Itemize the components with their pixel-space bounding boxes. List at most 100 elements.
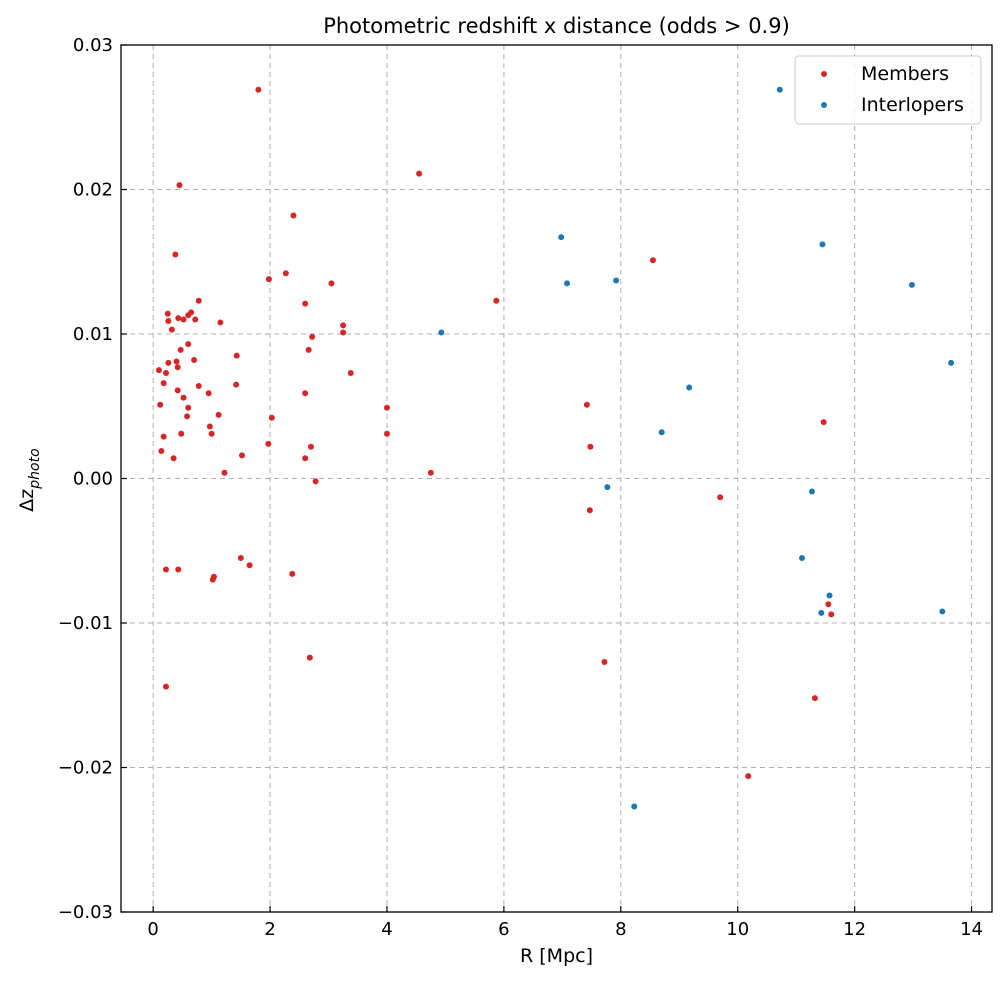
members-point: [493, 297, 500, 304]
interlopers-point: [686, 384, 693, 391]
members-point: [165, 359, 172, 366]
members-point: [302, 390, 309, 397]
members-point: [185, 341, 192, 348]
x-tick-label: 12: [843, 919, 866, 940]
members-point: [416, 170, 423, 177]
interlopers-point: [908, 281, 915, 288]
members-point: [180, 394, 187, 401]
members-point: [174, 364, 181, 371]
members-point: [340, 329, 347, 336]
members-point: [237, 554, 244, 561]
interlopers-point: [631, 803, 638, 810]
y-tick-label: −0.02: [58, 758, 113, 779]
legend-label-members: Members: [861, 63, 949, 85]
interlopers-point: [819, 241, 826, 248]
members-point: [825, 601, 832, 608]
members-point: [175, 566, 182, 573]
members-point: [246, 562, 253, 569]
members-point: [328, 280, 335, 287]
y-tick-label: 0.01: [73, 324, 113, 345]
members-point: [282, 270, 289, 277]
legend-label-interlopers: Interlopers: [861, 94, 964, 116]
interlopers-point: [658, 429, 665, 436]
legend-marker-members: [821, 71, 827, 77]
members-point: [164, 310, 171, 317]
y-tick-label: 0.03: [73, 35, 113, 56]
members-point: [163, 566, 170, 573]
data-points: [155, 86, 955, 810]
y-axis-title: Δzphoto: [16, 448, 43, 511]
members-point: [175, 315, 182, 322]
members-point: [268, 414, 275, 421]
members-point: [185, 404, 192, 411]
svg-text:Δzphoto: Δzphoto: [16, 448, 43, 511]
members-point: [168, 326, 175, 333]
members-point: [206, 423, 213, 430]
members-point: [184, 413, 191, 420]
members-point: [195, 297, 202, 304]
x-tick-label: 10: [726, 919, 749, 940]
members-point: [233, 381, 240, 388]
legend: Members Interlopers: [794, 55, 982, 125]
members-point: [289, 570, 296, 577]
members-point: [163, 370, 170, 377]
members-point: [180, 316, 187, 323]
members-point: [717, 494, 724, 501]
members-point: [163, 683, 170, 690]
x-tick-label: 6: [498, 919, 509, 940]
interlopers-point: [948, 359, 955, 366]
members-point: [586, 507, 593, 514]
x-tick-label: 4: [381, 919, 392, 940]
members-point: [383, 404, 390, 411]
y-tick-label: −0.03: [58, 902, 113, 923]
members-point: [302, 455, 309, 462]
interlopers-point: [558, 234, 565, 241]
interlopers-point: [776, 86, 783, 93]
members-point: [157, 401, 164, 408]
members-point: [160, 380, 167, 387]
members-point: [649, 257, 656, 264]
legend-marker-interlopers: [821, 102, 827, 108]
members-point: [221, 469, 228, 476]
interlopers-point: [799, 554, 806, 561]
members-point: [383, 430, 390, 437]
members-point: [307, 443, 314, 450]
interlopers-point: [818, 609, 825, 616]
members-point: [347, 370, 354, 377]
members-point: [290, 212, 297, 219]
members-point: [177, 346, 184, 353]
members-point: [160, 433, 167, 440]
members-point: [828, 611, 835, 618]
members-point: [165, 317, 172, 324]
members-point: [209, 576, 216, 583]
interlopers-point: [564, 280, 571, 287]
members-point: [176, 182, 183, 189]
y-axis-title-main: Δz: [16, 489, 38, 512]
interlopers-point: [613, 277, 620, 284]
members-point: [205, 390, 212, 397]
chart-title: Photometric redshift x distance (odds > …: [323, 14, 790, 38]
y-axis-title-subscript: photo: [27, 448, 43, 489]
members-point: [158, 448, 165, 455]
members-point: [215, 411, 222, 418]
members-point: [587, 443, 594, 450]
members-point: [191, 357, 198, 364]
members-point: [302, 300, 309, 307]
members-point: [195, 383, 202, 390]
interlopers-point: [826, 592, 833, 599]
legend-box: [794, 55, 982, 125]
members-point: [173, 358, 180, 365]
members-point: [233, 352, 240, 359]
y-tick-label: 0.00: [73, 469, 113, 490]
members-point: [208, 430, 215, 437]
x-tick-label: 0: [147, 919, 158, 940]
members-point: [185, 312, 192, 319]
members-point: [309, 333, 316, 340]
interlopers-point: [604, 484, 611, 491]
members-point: [312, 478, 319, 485]
members-point: [174, 387, 181, 394]
members-point: [239, 452, 246, 459]
x-tick-label: 8: [615, 919, 626, 940]
members-point: [265, 440, 272, 447]
